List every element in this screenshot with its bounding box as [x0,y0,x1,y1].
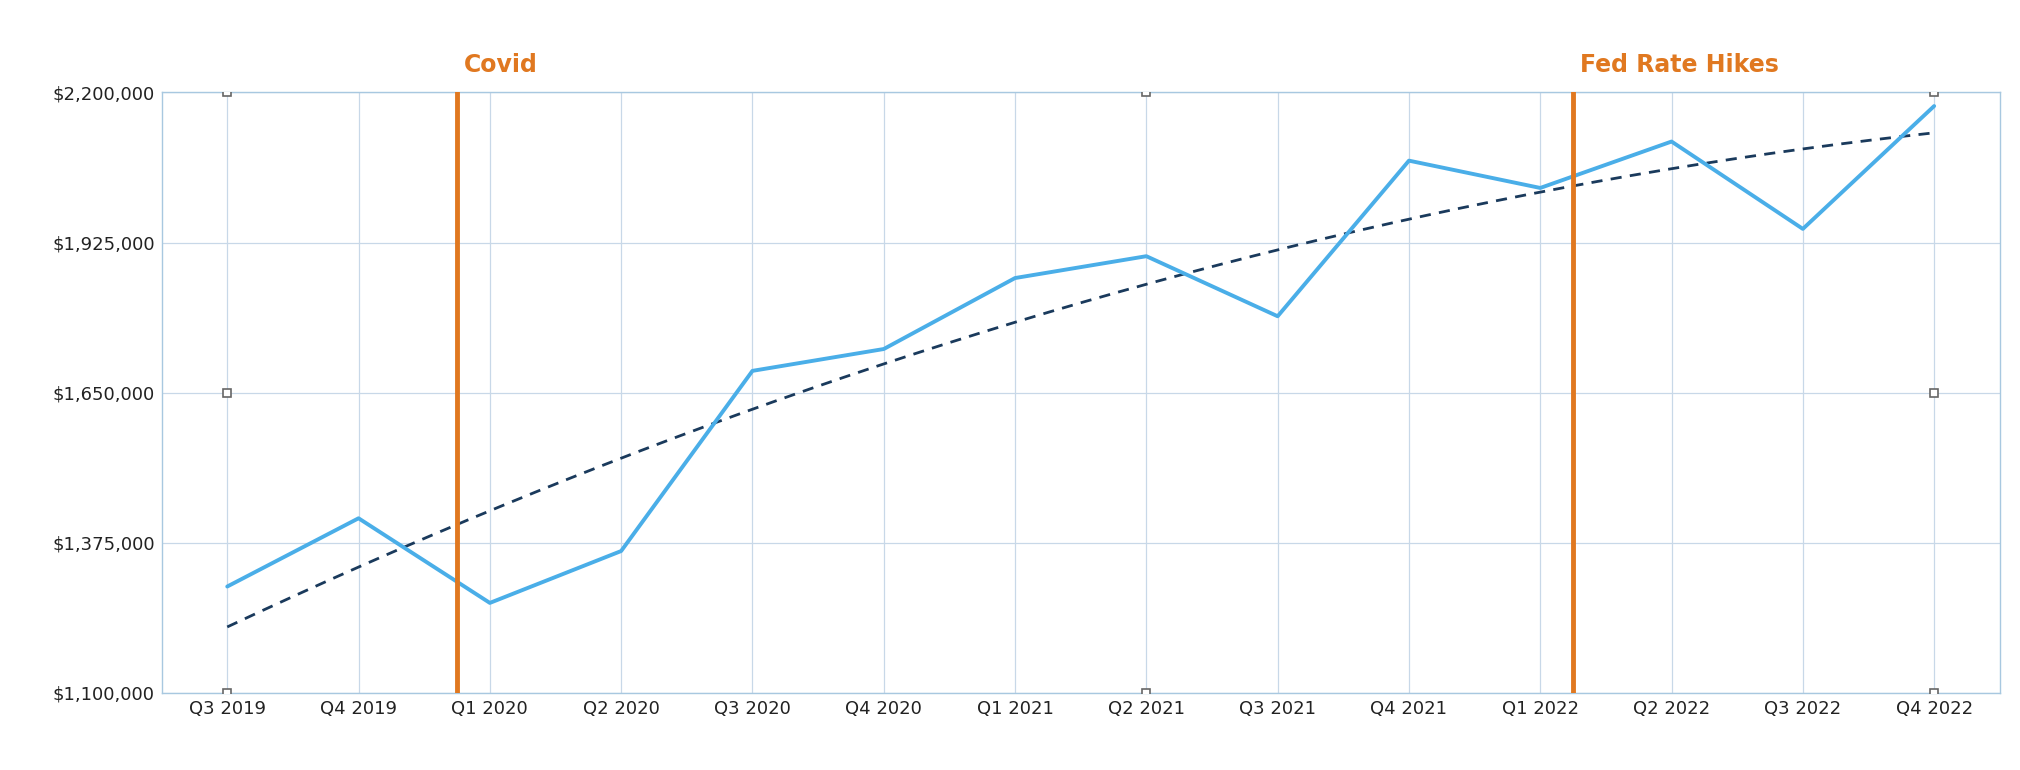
Text: Covid: Covid [463,53,537,77]
Text: Fed Rate Hikes: Fed Rate Hikes [1580,53,1778,77]
